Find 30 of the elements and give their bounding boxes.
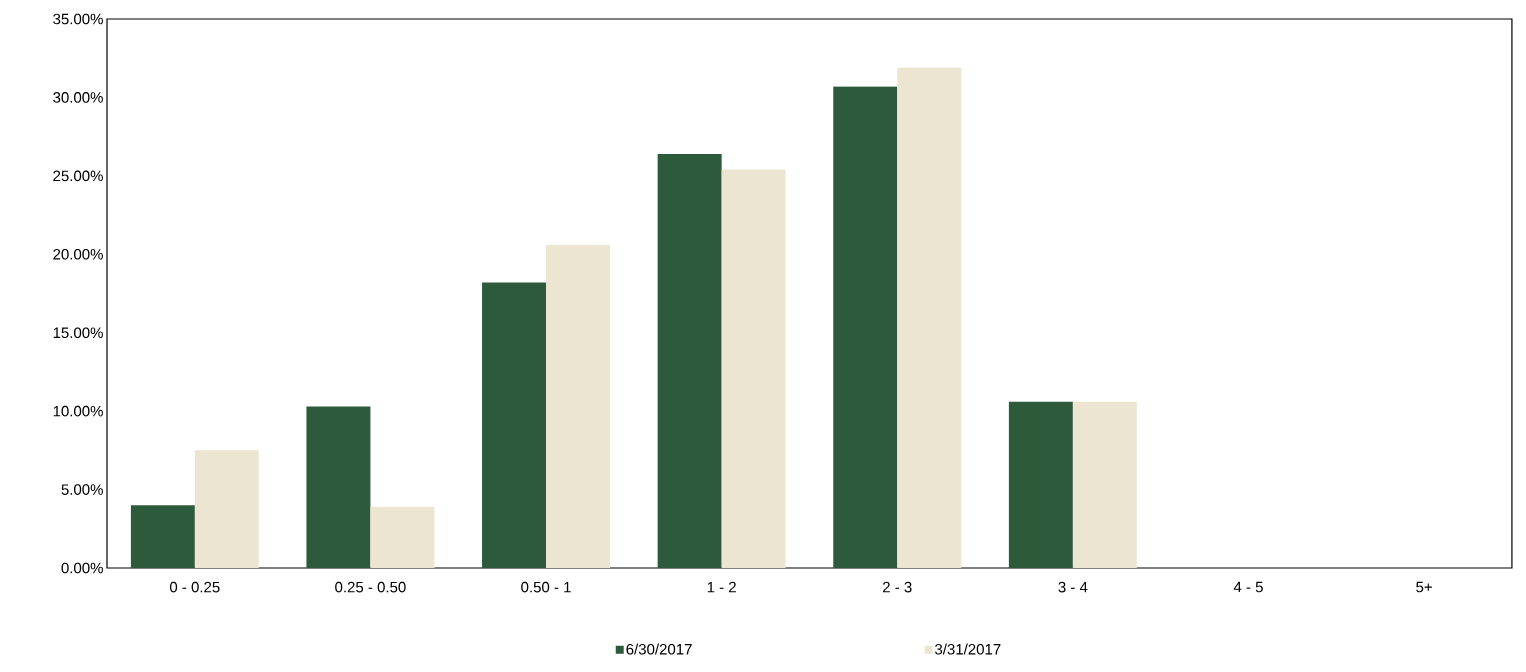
x-tick-label: 0 - 0.25 [169, 581, 220, 593]
y-tick-label: 15.00% [53, 327, 103, 339]
legend-label: 3/31/2017 [935, 643, 1001, 655]
bar [306, 406, 371, 568]
x-tick-label: 0.25 - 0.50 [335, 581, 406, 593]
bar [194, 450, 259, 568]
bar [1008, 401, 1073, 568]
y-tick-label: 35.00% [53, 13, 103, 25]
bar [897, 67, 962, 568]
x-tick-label: 4 - 5 [1233, 581, 1263, 593]
bar [833, 86, 898, 568]
y-tick-label: 5.00% [61, 484, 103, 495]
bar [1072, 401, 1137, 568]
x-tick-label: 0.50 - 1 [521, 581, 571, 593]
x-tick-label: 3 - 4 [1058, 581, 1088, 593]
bar [546, 244, 611, 568]
y-tick-label: 25.00% [53, 170, 103, 182]
y-tick-label: 30.00% [53, 92, 103, 103]
y-tick-label: 0.00% [61, 562, 103, 574]
x-tick-label: 1 - 2 [707, 581, 736, 593]
y-tick-label: 10.00% [53, 405, 103, 417]
x-tick-label: 2 - 3 [883, 581, 912, 593]
bar [721, 169, 786, 568]
bar [482, 282, 547, 568]
x-tick-label: 5+ [1416, 581, 1432, 593]
bar [130, 505, 195, 568]
bar [370, 506, 435, 568]
y-tick-label: 20.00% [53, 248, 103, 260]
bar [657, 153, 722, 568]
legend-label: 6/30/2017 [626, 643, 692, 655]
